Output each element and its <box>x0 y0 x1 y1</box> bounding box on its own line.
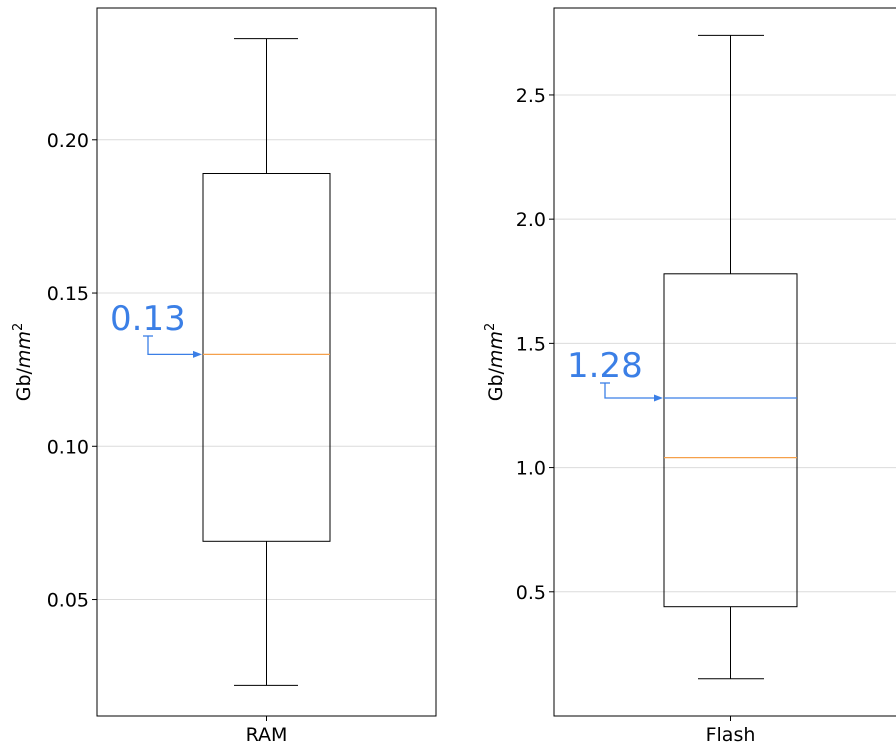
annotation-label: 0.13 <box>110 299 186 339</box>
plot-frame <box>553 7 896 717</box>
annotation-arrow <box>147 336 195 355</box>
y-tick-label: 0.20 <box>47 130 89 152</box>
annotation-label: 1.28 <box>567 346 643 386</box>
y-axis-label: Gb/mm2 <box>11 323 35 402</box>
y-tick-label: 1.5 <box>516 333 546 355</box>
y-axis-label: Gb/mm2 <box>483 323 507 402</box>
y-tick-label: 2.0 <box>516 209 546 231</box>
annotation-arrowhead <box>193 350 202 358</box>
y-tick-label: 0.05 <box>47 590 89 612</box>
iqr-box <box>202 173 331 542</box>
y-tick-label: 0.15 <box>47 283 89 305</box>
y-tick-label: 2.5 <box>516 85 546 107</box>
x-tick-label: Flash <box>706 724 756 745</box>
y-tick-label: 0.5 <box>516 582 546 604</box>
y-tick-label: 0.10 <box>47 436 89 458</box>
iqr-box <box>663 273 798 608</box>
panel-ram: 0.05 0.10 0.15 0.20 RAM Gb/mm2 0.13 <box>11 7 437 745</box>
x-tick-label: RAM <box>246 724 288 745</box>
annotation-arrow <box>604 383 656 399</box>
y-tick-label: 1.0 <box>516 458 546 480</box>
annotation-arrowhead <box>654 394 663 402</box>
panel-flash: 0.5 1.0 1.5 2.0 2.5 Flash Gb/mm2 1.28 <box>483 7 896 745</box>
